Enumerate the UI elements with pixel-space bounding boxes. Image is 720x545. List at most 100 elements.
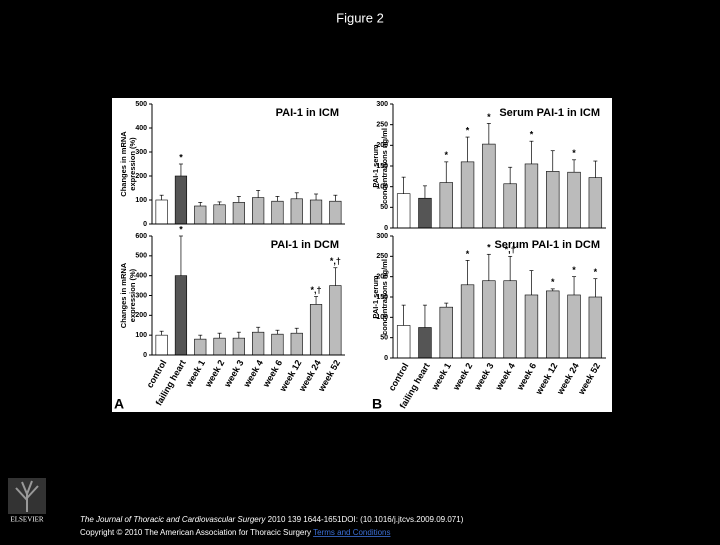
y-tick-label: 600	[135, 233, 147, 240]
error-bar	[508, 255, 513, 281]
significance-mark: *	[530, 130, 534, 140]
significance-mark: *	[179, 224, 183, 234]
bar	[329, 200, 342, 225]
bar	[546, 290, 560, 359]
bar	[194, 205, 207, 225]
y-tick-label: 150	[376, 163, 388, 170]
y-tick-label: 200	[135, 173, 147, 180]
bar	[213, 337, 226, 356]
y-tick-label: 50	[380, 204, 388, 211]
bar	[396, 193, 411, 229]
panel-label: A	[114, 396, 124, 412]
bar	[396, 325, 411, 359]
bar	[460, 284, 475, 359]
significance-mark: *	[444, 150, 448, 160]
error-bar	[550, 288, 555, 291]
error-bar	[572, 159, 577, 173]
bar	[252, 331, 265, 356]
error-bar	[444, 161, 449, 183]
error-bar	[333, 267, 338, 286]
y-tick-label: 0	[143, 221, 147, 228]
y-axis-label: concentrations ng/ml	[380, 128, 389, 204]
y-tick-label: 50	[380, 335, 388, 342]
panel-label: B	[372, 396, 382, 412]
error-bar	[275, 329, 280, 335]
error-bar	[217, 201, 222, 205]
significance-mark: *	[572, 148, 576, 158]
error-bar	[422, 304, 427, 328]
y-tick-label: 0	[143, 352, 147, 359]
figure-panel	[112, 98, 612, 412]
logo: ELSEVIER	[8, 478, 46, 524]
chart-title: Serum PAI-1 in ICM	[499, 107, 600, 119]
bar	[567, 294, 581, 359]
bar	[329, 285, 342, 356]
bar	[290, 198, 303, 225]
significance-mark: *	[466, 125, 470, 135]
y-tick-label: 100	[135, 197, 147, 204]
bar	[418, 327, 432, 359]
error-bar	[333, 194, 338, 202]
error-bar	[401, 304, 406, 326]
bar	[482, 280, 496, 359]
terms-link[interactable]: Terms and Conditions	[313, 528, 390, 537]
y-tick-label: 500	[135, 101, 147, 108]
bar	[482, 143, 496, 229]
bar	[460, 161, 475, 229]
error-bar	[314, 296, 319, 305]
significance-mark: *,†	[505, 245, 516, 255]
y-tick-label: 100	[376, 184, 388, 191]
error-bar	[486, 123, 491, 145]
error-bar	[198, 202, 203, 206]
journal: The Journal of Thoracic and Cardiovascul…	[80, 515, 266, 524]
y-tick-label: 400	[135, 125, 147, 132]
bar	[155, 199, 168, 225]
y-tick-label: 300	[135, 149, 147, 156]
bar	[567, 171, 581, 229]
error-bar	[178, 163, 183, 176]
bar	[271, 200, 284, 225]
y-axis-label: PAI-1 serum	[371, 144, 380, 188]
significance-mark: *	[179, 152, 183, 162]
error-bar	[486, 253, 491, 281]
error-bar	[294, 327, 299, 334]
y-tick-label: 200	[135, 312, 147, 319]
error-bar	[422, 185, 427, 199]
y-axis-label: concentrations ng/ml	[380, 259, 389, 335]
bar	[155, 334, 168, 356]
y-tick-label: 200	[376, 142, 388, 149]
bar	[309, 199, 323, 225]
error-bar	[294, 192, 299, 199]
copyright-text: Copyright © 2010 The American Associatio…	[80, 528, 311, 537]
error-bar	[593, 278, 598, 297]
y-axis-label: expression (%)	[128, 137, 137, 191]
significance-mark: *	[551, 277, 555, 287]
bar	[194, 338, 207, 356]
slide-title: Figure 2	[336, 10, 384, 25]
bar	[232, 202, 245, 225]
error-bar	[314, 193, 319, 200]
error-bar	[236, 196, 241, 203]
significance-mark: *	[466, 249, 470, 259]
error-bar	[529, 140, 534, 164]
bar	[252, 197, 265, 225]
copyright: Copyright © 2010 The American Associatio…	[80, 528, 391, 537]
bar	[439, 306, 453, 359]
error-bar	[593, 160, 598, 178]
error-bar	[159, 194, 164, 200]
logo-branches	[15, 480, 39, 512]
y-tick-label: 100	[135, 332, 147, 339]
significance-mark: *,†	[311, 285, 322, 295]
bar	[174, 175, 188, 225]
significance-mark: *	[487, 243, 491, 253]
significance-mark: *	[594, 267, 598, 277]
y-tick-label: 250	[376, 253, 388, 260]
y-tick-label: 500	[135, 253, 147, 260]
citation-text: 2010 139 1644-1651DOI: (10.1016/j.jtcvs.…	[268, 515, 464, 524]
error-bar	[256, 326, 261, 333]
error-bar	[275, 196, 280, 202]
y-tick-label: 0	[384, 225, 388, 232]
error-bar	[465, 136, 470, 162]
y-tick-label: 300	[135, 292, 147, 299]
